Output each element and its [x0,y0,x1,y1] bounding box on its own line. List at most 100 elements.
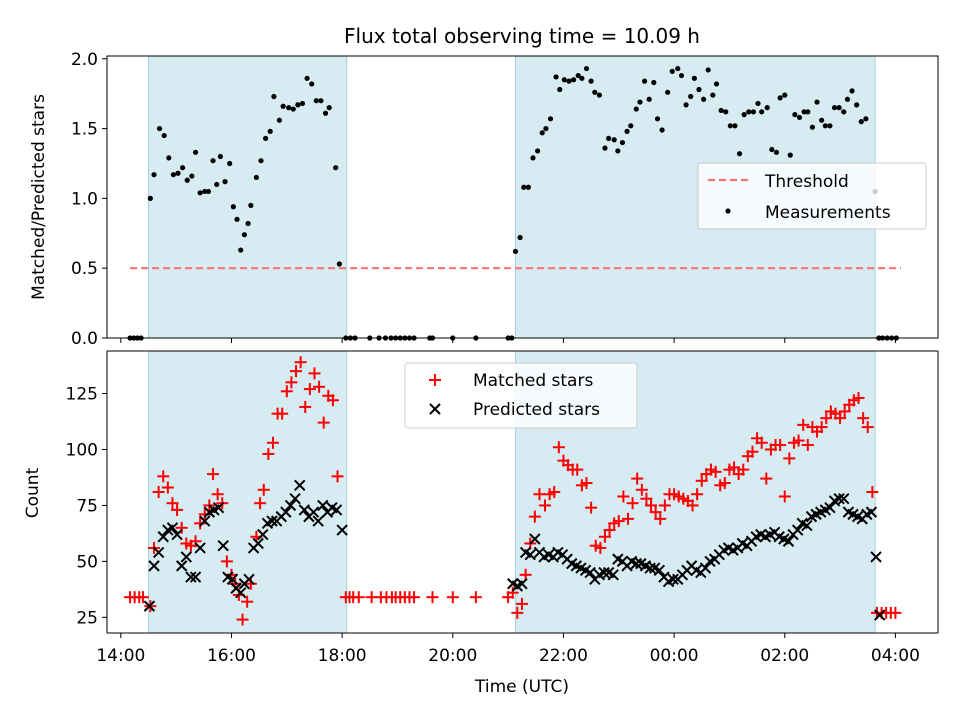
predicted-point [598,566,610,579]
matched-point [580,477,593,490]
matched-point [838,405,851,418]
predicted-point [212,501,225,514]
measurement-point [822,123,828,129]
matched-point [737,463,750,476]
measurement-point [290,106,296,112]
matched-point [408,591,421,604]
measurement-point [701,96,707,102]
matched-point [331,470,344,483]
legend-predicted-label: Predicted stars [473,400,600,420]
predicted-point [824,501,836,514]
measurement-point [322,110,329,116]
matched-point [308,367,321,380]
predicted-point [148,560,160,572]
predicted-point [630,557,642,570]
matched-point [548,486,561,498]
predicted-point [289,493,301,505]
predicted-point [257,528,269,541]
matched-point [220,555,233,568]
predicted-point [524,548,536,561]
predicted-point [143,600,156,612]
bottom-legend-box [404,362,638,429]
predicted-point [801,519,813,532]
measurement-point [151,172,157,178]
matched-point [603,524,616,537]
matched-point [426,591,439,604]
measurement-point [764,105,770,111]
y-tick-label: 125 [66,385,98,405]
measurement-point [592,89,598,95]
measurement-point [615,148,621,154]
y-tick-label: 75 [76,496,98,516]
matched-point [136,591,149,604]
matched-point [515,597,528,610]
measurement-point [611,137,617,143]
predicted-point [166,522,179,534]
predicted-point [152,546,165,559]
matched-point [194,517,207,530]
matched-point [157,470,170,483]
matched-point [598,530,611,543]
matched-point [161,481,174,494]
measurement-point [248,202,254,208]
predicted-point [284,499,297,512]
measurement-point [769,146,775,153]
legend-measurements-label: Measurements [765,203,891,223]
matched-point [755,436,768,449]
matched-point [728,461,741,474]
measurement-point [543,125,549,132]
matched-point [815,421,828,434]
measurement-point [566,78,572,84]
matched-point [778,490,791,503]
measurement-point [245,220,251,227]
measurement-point [858,119,864,125]
measurement-point [759,109,765,115]
measurement-point [732,123,738,129]
measurement-point [736,151,743,157]
matched-point [746,445,759,458]
predicted-point [653,564,666,577]
predicted-point [833,493,845,505]
measurement-point [654,116,661,122]
predicted-point [194,542,206,554]
predicted-point [175,560,188,572]
top-x-ticks [120,338,896,343]
measurement-point [253,174,259,181]
top-y-axis-label: Matched/Predicted stars [29,94,49,300]
measurement-point [596,92,603,98]
measurement-point [723,109,729,115]
bottom-y-ticks: 25 50 75 100 125 [66,385,107,628]
measurement-point [579,75,585,81]
predicted-point [217,540,229,552]
measurement-point [792,112,798,118]
measurement-point [547,116,554,122]
bottom-legend: Matched stars Predicted stars [404,362,638,429]
matched-point [506,586,519,599]
measurement-point [787,152,793,158]
measurement-point [205,188,212,195]
predicted-point [189,571,202,583]
legend-measurements-swatch [725,208,731,214]
matched-point [276,407,289,420]
matched-point [631,472,644,485]
legend-threshold-label: Threshold [764,172,849,192]
measurement-point [309,81,315,87]
bottom-plot-frame [106,350,939,634]
x-tick-label: 18:00 [318,646,367,666]
predicted-point [280,506,292,518]
measurement-point [849,88,855,94]
measurement-point [637,99,643,105]
measurement-point [539,130,545,136]
top-plot-frame [106,55,939,339]
observing-interval [147,350,348,634]
matched-point [166,497,179,510]
matched-point [691,488,704,501]
measurement-point [696,86,702,93]
measurement-point [230,204,236,210]
matched-point [254,497,267,510]
measurement-point [805,109,811,115]
bottom-x-ticks: 14:00 16:00 18:00 20:00 22:00 00:00 02:00 04:00 [96,633,920,666]
matched-point [262,447,275,460]
matched-point [889,606,902,619]
predicted-point [838,493,850,505]
